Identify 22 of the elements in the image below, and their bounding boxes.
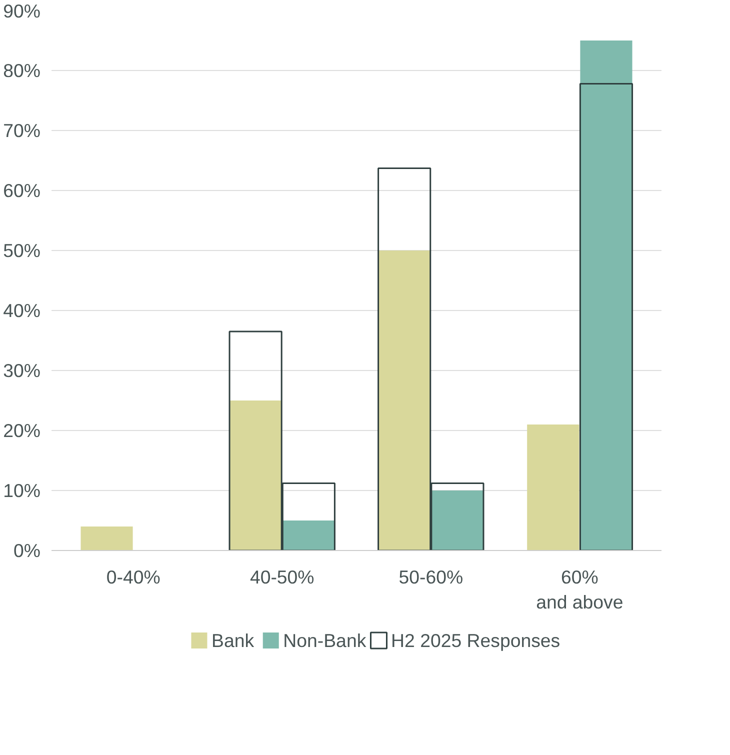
bar bbox=[80, 526, 133, 550]
legend-label: H2 2025 Responses bbox=[391, 630, 560, 651]
y-tick-label: 90% bbox=[3, 0, 41, 22]
x-tick-label: 40-50% bbox=[250, 566, 314, 588]
x-tick-label: 0-40% bbox=[106, 566, 160, 588]
y-tick-label: 70% bbox=[3, 120, 41, 141]
legend-label: Non-Bank bbox=[283, 630, 367, 651]
y-tick-label: 40% bbox=[3, 300, 41, 321]
y-tick-label: 50% bbox=[3, 240, 41, 261]
bar bbox=[527, 424, 580, 550]
y-tick-label: 80% bbox=[3, 60, 41, 81]
legend-label: Bank bbox=[212, 630, 255, 651]
y-tick-label: 30% bbox=[3, 360, 41, 381]
bar bbox=[378, 250, 430, 550]
x-tick-label: 60% and above bbox=[536, 566, 624, 613]
bar bbox=[282, 520, 335, 550]
y-tick-label: 10% bbox=[3, 480, 41, 501]
bar bbox=[230, 400, 282, 550]
y-tick-label: 60% bbox=[3, 180, 41, 201]
y-tick-label: 20% bbox=[3, 420, 41, 441]
y-tick-label: 0% bbox=[14, 540, 41, 561]
x-tick-label: 50-60% bbox=[398, 566, 464, 588]
